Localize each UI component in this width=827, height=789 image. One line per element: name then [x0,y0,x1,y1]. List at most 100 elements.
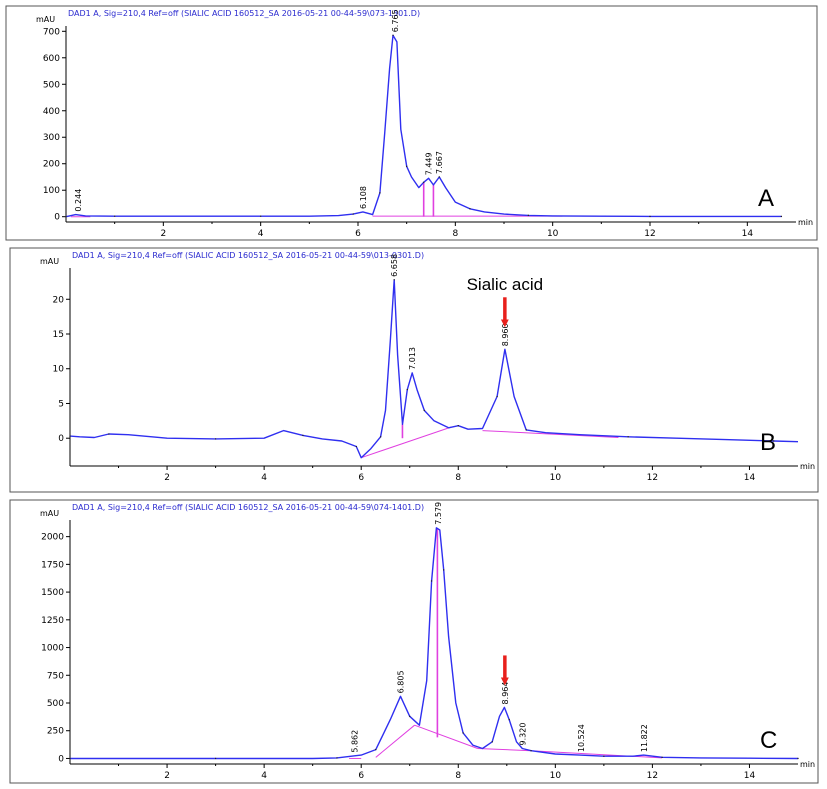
y-tick-label: 5 [58,399,64,409]
trace-point [302,434,304,437]
x-tick-label: 14 [744,473,756,483]
panel-frame [5,5,818,241]
x-axis-unit: min [798,218,813,227]
peak-rt-label: 7.667 [435,151,444,174]
panel-frame [9,247,819,493]
trace-point [496,395,498,398]
trace-point [69,757,71,760]
trace-point [259,215,262,217]
integration-baseline [477,747,532,752]
y-tick-label: 0 [54,213,60,223]
peak-rt-label: 8.964 [501,682,510,705]
peak-rt-label: 6.765 [391,9,400,32]
x-tick-label: 14 [744,771,756,781]
x-tick-label: 4 [261,771,267,781]
y-axis-unit: mAU [36,15,55,24]
y-tick-label: 2000 [41,533,64,543]
trace-point [406,388,409,391]
trace-point [355,445,358,448]
x-tick-label: 6 [358,473,364,483]
panel-label: B [760,429,776,456]
panel-b: DAD1 A, Sig=210,4 Ref=off (SIALIC ACID 1… [9,247,819,493]
y-tick-label: 500 [43,80,60,90]
trace-point [375,748,377,751]
trace-point [65,216,67,218]
trace-point [438,176,440,178]
integration-baseline [531,750,663,759]
integration-baseline [375,724,415,758]
y-tick-label: 0 [58,754,64,764]
trace-point [69,435,71,437]
trace-point [423,181,425,183]
peak-rt-label: 10.524 [577,724,586,752]
x-axis-unit: min [800,462,815,471]
y-tick-label: 1750 [41,560,64,570]
x-tick-label: 2 [164,771,170,781]
y-tick-label: 750 [47,671,64,681]
trace-point [649,215,651,218]
trace-point [469,208,471,210]
peak-rt-label: 6.108 [359,186,368,209]
trace-point [491,741,493,743]
trace-point [661,756,663,759]
chromatogram-header: DAD1 A, Sig=210,4 Ref=off (SIALIC ACID 1… [72,251,424,260]
integration-baseline [482,430,619,439]
x-tick-label: 14 [742,229,754,239]
x-tick-label: 2 [160,229,166,239]
chromatogram-trace [69,279,799,459]
chromatogram-header: DAD1 A, Sig=210,4 Ref=off (SIALIC ACID 1… [72,503,424,512]
x-tick-label: 10 [550,473,562,483]
peak-rt-label: 5.862 [351,730,360,753]
trace-point [457,425,459,427]
x-tick-label: 2 [164,473,170,483]
trace-point [423,409,425,412]
trace-point [392,34,394,36]
peak-rt-label: 7.579 [434,502,443,525]
trace-point [379,192,381,194]
panel-label: C [760,727,777,754]
y-tick-label: 500 [47,699,64,709]
trace-point [525,429,527,431]
chromatogram-trace [70,527,799,760]
y-tick-label: 250 [47,727,64,737]
integration-baseline [361,426,452,459]
y-tick-label: 400 [43,107,60,117]
x-tick-label: 8 [455,473,461,483]
trace-point [108,433,110,435]
trace-point [113,215,116,217]
x-tick-label: 12 [644,229,655,239]
y-tick-label: 200 [43,160,60,170]
trace-point [443,569,445,571]
trace-point [405,165,408,168]
trace-point [430,580,433,582]
trace-point [393,279,395,281]
y-tick-label: 700 [43,27,60,37]
peak-rt-label: 6.658 [390,254,399,277]
peak-rt-label: 8.960 [501,323,510,346]
x-tick-label: 10 [547,229,559,239]
y-tick-label: 1250 [41,616,64,626]
y-tick-label: 300 [43,133,60,143]
y-tick-label: 10 [53,365,65,375]
x-tick-label: 8 [452,229,458,239]
x-tick-label: 12 [647,771,658,781]
x-axis-unit: min [800,760,815,769]
panel-a: DAD1 A, Sig=210,4 Ref=off (SIALIC ACID 1… [5,5,818,241]
trace-point [780,215,783,218]
x-tick-label: 10 [550,771,562,781]
peak-rt-label: 6.805 [396,670,405,693]
x-tick-label: 4 [258,229,264,239]
trace-point [336,757,338,759]
panel-c: DAD1 A, Sig=210,4 Ref=off (SIALIC ACID 1… [9,499,819,784]
trace-point [627,436,629,438]
trace-point [603,755,605,757]
peak-rt-label: 0.244 [74,189,83,212]
peak-rt-label: 7.013 [408,347,417,370]
x-tick-label: 8 [455,771,461,781]
y-tick-label: 1000 [41,644,64,654]
peak-rt-label: 11.822 [640,724,649,752]
y-tick-label: 100 [43,186,60,196]
trace-point [214,757,217,760]
chromatogram-header: DAD1 A, Sig=210,4 Ref=off (SIALIC ACID 1… [68,9,420,18]
